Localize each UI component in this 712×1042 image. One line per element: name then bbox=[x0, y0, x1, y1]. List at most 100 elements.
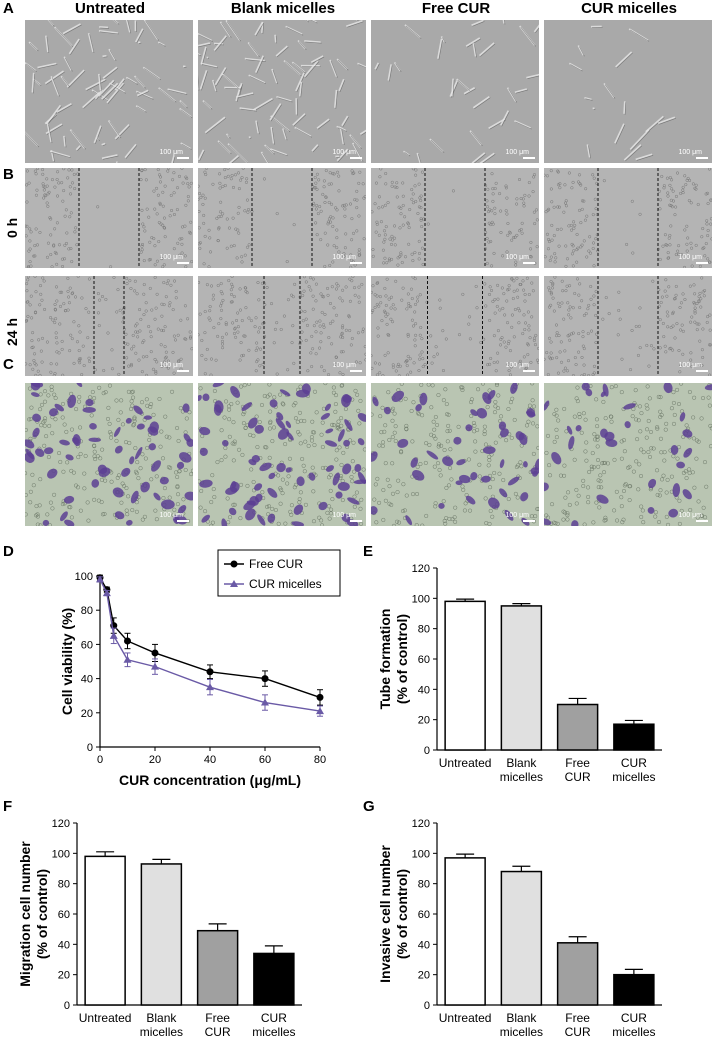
y-tick-label: 100 bbox=[52, 848, 70, 860]
y-tick-label: 100 bbox=[75, 571, 93, 583]
scale-bar-label: 100 μm bbox=[332, 149, 357, 156]
y-tick-label: 20 bbox=[58, 970, 70, 982]
micrograph-t24-0: 100 μm bbox=[25, 276, 193, 376]
micrograph-texture bbox=[198, 20, 366, 163]
y-tick-label: 40 bbox=[418, 939, 430, 951]
scale-bar bbox=[696, 520, 708, 522]
panel-label-c: C bbox=[3, 356, 14, 373]
scale-bar-label: 100 μm bbox=[159, 149, 184, 156]
category-label: Blank bbox=[506, 1011, 537, 1025]
category-label: Untreated bbox=[439, 1011, 492, 1025]
micrograph-texture bbox=[25, 276, 193, 376]
micrograph-t24-2: 100 μm bbox=[371, 276, 539, 376]
category-label: micelles bbox=[612, 1025, 655, 1039]
x-tick-label: 60 bbox=[259, 754, 271, 766]
micrograph-texture bbox=[544, 276, 712, 376]
legend-marker bbox=[230, 560, 238, 568]
micrograph-texture bbox=[544, 383, 712, 526]
scale-bar bbox=[177, 157, 189, 159]
micrograph-t24-3: 100 μm bbox=[544, 276, 712, 376]
scale-bar-label: 100 μm bbox=[678, 362, 703, 369]
scale-bar bbox=[696, 370, 708, 372]
data-point bbox=[206, 683, 214, 691]
category-label: CUR bbox=[261, 1011, 287, 1025]
y-tick-label: 100 bbox=[412, 593, 430, 605]
category-label: CUR bbox=[205, 1025, 231, 1039]
scale-bar-label: 100 μm bbox=[505, 362, 530, 369]
column-header-cur-micelles: CUR micelles bbox=[581, 0, 677, 17]
scale-bar-label: 100 μm bbox=[505, 512, 530, 519]
bar bbox=[196, 929, 239, 1006]
category-label: CUR bbox=[565, 1025, 591, 1039]
x-axis-title: CUR concentration (μg/mL) bbox=[119, 772, 301, 788]
scale-bar-label: 100 μm bbox=[159, 362, 184, 369]
scale-bar bbox=[177, 520, 189, 522]
scale-bar bbox=[350, 370, 362, 372]
bar bbox=[613, 723, 655, 751]
micrograph-texture bbox=[544, 168, 712, 268]
micrograph-t24-1: 100 μm bbox=[198, 276, 366, 376]
y-tick-label: 80 bbox=[81, 605, 93, 617]
scale-bar bbox=[177, 262, 189, 264]
scale-bar bbox=[523, 370, 535, 372]
legend-box bbox=[217, 549, 341, 597]
y-tick-label: 80 bbox=[418, 879, 430, 891]
data-point bbox=[102, 589, 111, 597]
series-line bbox=[99, 579, 321, 712]
bar bbox=[500, 870, 543, 1006]
y-axis-title: Invasive cell number(% of control) bbox=[377, 845, 410, 983]
bar bbox=[613, 973, 655, 1006]
category-label: Untreated bbox=[79, 1011, 132, 1025]
y-tick-label: 120 bbox=[412, 563, 430, 575]
y-tick-label: 40 bbox=[418, 684, 430, 696]
micrograph-texture bbox=[198, 383, 366, 526]
scale-bar-label: 100 μm bbox=[332, 362, 357, 369]
scale-bar-label: 100 μm bbox=[332, 512, 357, 519]
category-label: Blank bbox=[146, 1011, 177, 1025]
panel-label-d: D bbox=[3, 543, 14, 560]
scale-bar bbox=[523, 157, 535, 159]
category-label: Free bbox=[565, 756, 590, 770]
micrograph-texture bbox=[374, 20, 539, 163]
scale-bar bbox=[350, 157, 362, 159]
y-tick-label: 40 bbox=[58, 939, 70, 951]
x-tick-label: 20 bbox=[149, 754, 161, 766]
legend-marker bbox=[230, 580, 238, 587]
scale-bar-label: 100 μm bbox=[159, 512, 184, 519]
category-label: micelles bbox=[140, 1025, 183, 1039]
panel-label-g: G bbox=[363, 798, 375, 815]
y-tick-label: 60 bbox=[58, 909, 70, 921]
category-label: CUR bbox=[621, 756, 647, 770]
row-label-24h: 24 h bbox=[4, 317, 20, 346]
micrograph-texture bbox=[568, 25, 676, 162]
micrograph-t0-1: 100 μm bbox=[198, 168, 366, 268]
data-point bbox=[109, 631, 118, 639]
viability-line-chart: 0 20 40 60 80 100 0 20 40 60 80 CUR concentration (… bbox=[59, 549, 341, 788]
micrograph-inv-1: 100 μm bbox=[198, 383, 366, 526]
scale-bar bbox=[696, 157, 708, 159]
data-point bbox=[316, 693, 324, 701]
y-tick-label: 20 bbox=[81, 708, 93, 720]
data-point bbox=[261, 675, 269, 683]
micrograph-tube-3: 100 μm bbox=[544, 20, 712, 163]
y-tick-label: 0 bbox=[87, 742, 93, 754]
data-point bbox=[316, 707, 324, 715]
legend-label: CUR micelles bbox=[249, 577, 322, 591]
data-point bbox=[151, 662, 159, 670]
bar bbox=[84, 855, 126, 1006]
category-label: micelles bbox=[252, 1025, 295, 1039]
legend-label: Free CUR bbox=[249, 557, 303, 571]
y-tick-label: 60 bbox=[81, 639, 93, 651]
panel-label-e: E bbox=[363, 543, 374, 560]
scale-bar bbox=[177, 370, 189, 372]
y-axis-title: Tube formation(% of control) bbox=[377, 609, 410, 710]
y-tick-label: 100 bbox=[412, 848, 430, 860]
column-header-untreated: Untreated bbox=[74, 0, 145, 17]
y-tick-label: 60 bbox=[418, 654, 430, 666]
data-point bbox=[123, 655, 132, 663]
y-tick-label: 60 bbox=[418, 909, 430, 921]
bar bbox=[140, 863, 183, 1006]
panel-label-b: B bbox=[3, 166, 14, 183]
micrograph-tube-0: 100 μm bbox=[25, 20, 193, 163]
